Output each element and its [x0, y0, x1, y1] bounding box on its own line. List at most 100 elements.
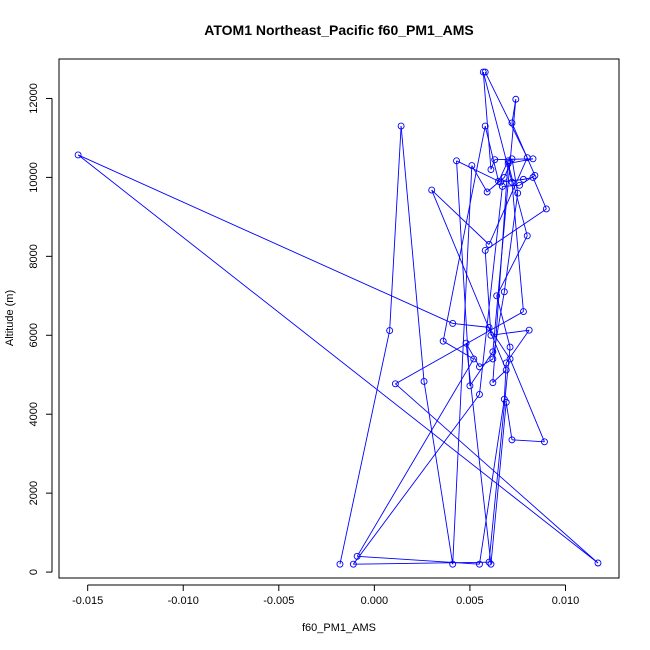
- series-segment: [423, 381, 454, 565]
- series-segment: [357, 555, 480, 565]
- series-segment: [452, 322, 490, 328]
- series-segment: [523, 176, 534, 180]
- data-point: [428, 186, 436, 194]
- series-segment: [496, 295, 511, 348]
- series-segment: [508, 158, 534, 165]
- series-segment: [356, 358, 475, 557]
- data-point: [466, 382, 474, 390]
- series-segment: [400, 126, 425, 382]
- y-axis-label: Altitude (m): [4, 290, 16, 346]
- data-point: [519, 308, 527, 316]
- data-point: [353, 552, 361, 560]
- series-segment: [465, 342, 480, 368]
- x-tick-label: 0.010: [552, 595, 580, 607]
- data-point: [453, 157, 460, 165]
- data-point: [594, 559, 602, 567]
- series-segment: [490, 329, 530, 336]
- data-point: [449, 319, 457, 327]
- data-point: [470, 355, 478, 363]
- data-point: [495, 177, 503, 185]
- data-point: [479, 68, 487, 76]
- x-tick-label: -0.015: [72, 595, 103, 607]
- data-point: [439, 337, 447, 345]
- data-point: [485, 558, 493, 566]
- series-segment: [505, 402, 513, 440]
- series-segment: [505, 329, 530, 364]
- y-axis: 0 2000 4000 6000 8000 10000 12000: [28, 83, 53, 575]
- series-segment: [339, 330, 391, 565]
- data-point: [504, 157, 512, 165]
- data-point: [542, 205, 550, 213]
- data-point: [489, 355, 497, 363]
- data-point: [491, 156, 499, 164]
- data-point: [397, 122, 405, 130]
- series-segment: [431, 189, 490, 245]
- data-point: [74, 151, 82, 159]
- series-segment: [484, 71, 528, 158]
- series-segment: [498, 160, 509, 182]
- series-segment: [488, 157, 528, 245]
- data-point: [487, 331, 495, 339]
- series-segment: [511, 182, 524, 312]
- data-point: [523, 232, 531, 240]
- series-segment: [452, 165, 473, 565]
- y-tick-label: 12000: [28, 83, 40, 114]
- series-segment: [456, 160, 501, 183]
- y-tick-label: 6000: [28, 323, 40, 347]
- data-point: [502, 359, 510, 367]
- data-point: [391, 380, 399, 388]
- data-point: [508, 436, 516, 444]
- data-point: [506, 355, 514, 363]
- series-segment: [465, 343, 492, 565]
- series-segment: [395, 311, 524, 385]
- data-point: [489, 379, 497, 387]
- data-point: [506, 343, 514, 351]
- data-point: [508, 119, 516, 127]
- x-axis: -0.015 -0.010 -0.005 0.000 0.005 0.010: [72, 584, 580, 607]
- series-segment: [431, 189, 507, 371]
- data-point: [498, 183, 506, 190]
- y-tick-label: 10000: [28, 162, 40, 193]
- series-segment: [395, 383, 599, 564]
- series-segment: [511, 158, 519, 194]
- data-point: [500, 288, 508, 296]
- data-point: [487, 560, 495, 568]
- data-point: [481, 68, 489, 76]
- data-point: [481, 122, 489, 130]
- data-point: [336, 560, 344, 568]
- x-tick-label: -0.005: [263, 595, 294, 607]
- series-segment: [496, 235, 528, 297]
- data-point: [531, 171, 539, 179]
- series-segment: [352, 394, 480, 565]
- data-point: [519, 175, 527, 183]
- data-point: [462, 339, 470, 347]
- series-segment: [488, 347, 511, 563]
- series-segment: [77, 154, 599, 564]
- x-tick-label: -0.010: [168, 595, 199, 607]
- data-point: [349, 560, 357, 568]
- data-point: [468, 162, 476, 170]
- x-tick-label: 0.000: [361, 595, 389, 607]
- chart-title: ATOM1 Northeast_Pacific f60_PM1_AMS: [204, 22, 473, 38]
- data-point: [476, 391, 483, 398]
- data-point: [481, 246, 489, 254]
- series-segment: [484, 125, 500, 182]
- data-point: [514, 189, 522, 197]
- data-point: [489, 348, 497, 356]
- series-segment: [492, 99, 517, 352]
- y-tick-label: 4000: [28, 402, 40, 426]
- y-tick-label: 2000: [28, 481, 40, 505]
- series-segment: [532, 177, 547, 210]
- y-tick-label: 0: [28, 569, 40, 575]
- data-point: [525, 326, 533, 334]
- data-point: [502, 366, 510, 374]
- series-segment: [77, 154, 453, 324]
- series-segment: [500, 178, 524, 183]
- series-segment: [479, 399, 505, 565]
- series-segment: [490, 402, 507, 565]
- data-point: [449, 560, 457, 568]
- series-segment: [484, 250, 492, 336]
- series-segment: [482, 71, 492, 170]
